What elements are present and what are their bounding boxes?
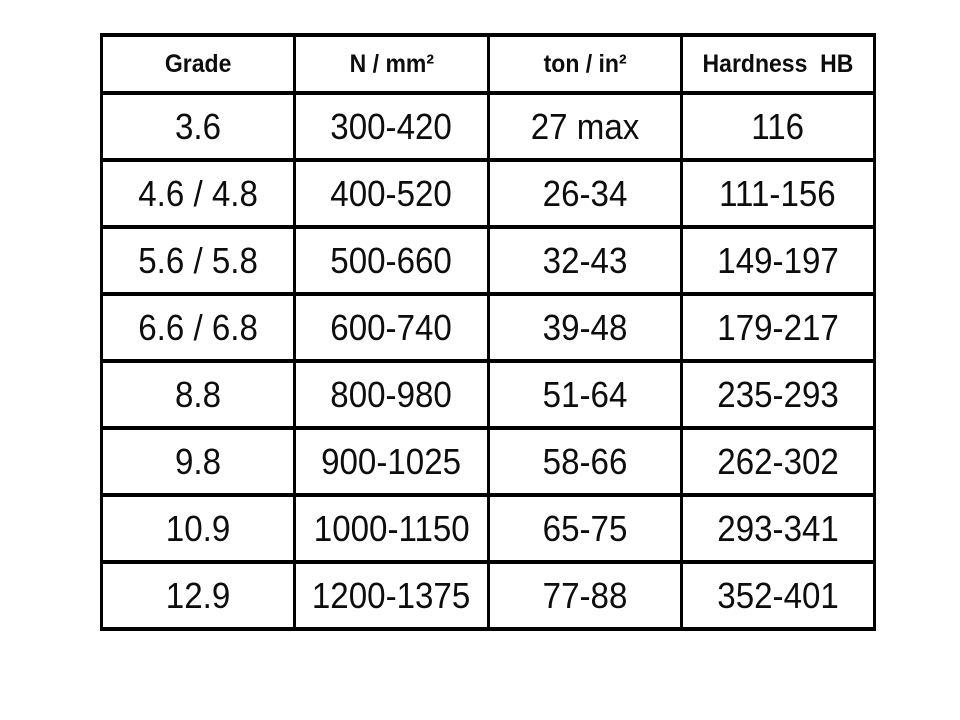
table-row: 4.6 / 4.8 400-520 26-34 111-156 — [99, 158, 877, 229]
cell-grade-value: 5.6 / 5.8 — [138, 239, 258, 281]
header-row: Grade N / mm² ton / in² Hardness HB — [99, 33, 877, 95]
cell-grade-value: 12.9 — [165, 574, 231, 616]
cell-ton-per-in2-value: 39-48 — [542, 306, 627, 348]
cell-n-per-mm2: 500-660 — [293, 225, 490, 296]
table-header: Grade N / mm² ton / in² Hardness HB — [99, 33, 877, 95]
cell-ton-per-in2: 77-88 — [486, 560, 683, 631]
cell-hardness-hb-value: 352-401 — [717, 574, 839, 616]
cell-ton-per-in2-value: 65-75 — [542, 507, 627, 549]
cell-hardness-hb: 179-217 — [679, 292, 877, 363]
cell-grade: 10.9 — [99, 493, 297, 564]
cell-ton-per-in2: 58-66 — [486, 426, 683, 497]
cell-ton-per-in2: 65-75 — [486, 493, 683, 564]
column-header-ton-per-in2: ton / in² — [486, 33, 683, 95]
cell-hardness-hb: 293-341 — [679, 493, 877, 564]
table-row: 6.6 / 6.8 600-740 39-48 179-217 — [99, 292, 877, 363]
cell-grade-value: 3.6 — [175, 105, 222, 147]
cell-n-per-mm2-value: 500-660 — [330, 239, 453, 281]
cell-n-per-mm2-value: 1200-1375 — [312, 574, 471, 616]
column-header-grade: Grade — [99, 33, 297, 95]
cell-grade: 9.8 — [99, 426, 297, 497]
cell-n-per-mm2-value: 300-420 — [330, 105, 453, 147]
cell-hardness-hb-value: 116 — [751, 105, 805, 147]
cell-ton-per-in2: 32-43 — [486, 225, 683, 296]
cell-grade-value: 6.6 / 6.8 — [138, 306, 258, 348]
cell-ton-per-in2-value: 27 max — [530, 105, 639, 147]
cell-n-per-mm2: 600-740 — [293, 292, 490, 363]
table-row: 10.9 1000-1150 65-75 293-341 — [99, 493, 877, 564]
cell-ton-per-in2: 39-48 — [486, 292, 683, 363]
bolt-grade-table: Grade N / mm² ton / in² Hardness HB 3.6 … — [99, 33, 877, 631]
cell-grade: 5.6 / 5.8 — [99, 225, 297, 296]
cell-n-per-mm2-value: 400-520 — [330, 172, 453, 214]
cell-ton-per-in2: 27 max — [486, 91, 683, 162]
cell-n-per-mm2: 400-520 — [293, 158, 490, 229]
cell-hardness-hb: 235-293 — [679, 359, 877, 430]
cell-ton-per-in2-value: 26-34 — [542, 172, 627, 214]
cell-n-per-mm2: 1000-1150 — [293, 493, 490, 564]
column-header-hardness-hb: Hardness HB — [679, 33, 877, 95]
table-row: 8.8 800-980 51-64 235-293 — [99, 359, 877, 430]
column-header-n-per-mm2: N / mm² — [293, 33, 490, 95]
cell-grade: 6.6 / 6.8 — [99, 292, 297, 363]
cell-hardness-hb: 116 — [679, 91, 877, 162]
table-row: 12.9 1200-1375 77-88 352-401 — [99, 560, 877, 631]
cell-ton-per-in2: 26-34 — [486, 158, 683, 229]
column-header-hardness-hb-label: Hardness HB — [702, 49, 854, 78]
cell-grade-value: 10.9 — [165, 507, 231, 549]
table-row: 3.6 300-420 27 max 116 — [99, 91, 877, 162]
cell-hardness-hb: 262-302 — [679, 426, 877, 497]
cell-n-per-mm2: 300-420 — [293, 91, 490, 162]
cell-hardness-hb: 111-156 — [679, 158, 877, 229]
cell-hardness-hb-value: 262-302 — [717, 440, 839, 482]
column-header-n-per-mm2-label: N / mm² — [349, 49, 434, 78]
cell-grade: 12.9 — [99, 560, 297, 631]
cell-n-per-mm2: 800-980 — [293, 359, 490, 430]
cell-grade: 8.8 — [99, 359, 297, 430]
cell-hardness-hb: 149-197 — [679, 225, 877, 296]
table-row: 9.8 900-1025 58-66 262-302 — [99, 426, 877, 497]
cell-ton-per-in2-value: 58-66 — [542, 440, 627, 482]
cell-n-per-mm2-value: 600-740 — [330, 306, 453, 348]
cell-ton-per-in2: 51-64 — [486, 359, 683, 430]
cell-n-per-mm2-value: 800-980 — [330, 373, 453, 415]
cell-hardness-hb: 352-401 — [679, 560, 877, 631]
cell-grade: 3.6 — [99, 91, 297, 162]
cell-hardness-hb-value: 293-341 — [717, 507, 839, 549]
table-row: 5.6 / 5.8 500-660 32-43 149-197 — [99, 225, 877, 296]
cell-grade-value: 8.8 — [175, 373, 222, 415]
cell-hardness-hb-value: 111-156 — [719, 172, 837, 214]
cell-ton-per-in2-value: 77-88 — [542, 574, 627, 616]
column-header-grade-label: Grade — [164, 49, 232, 78]
cell-grade-value: 4.6 / 4.8 — [138, 172, 258, 214]
table-body: 3.6 300-420 27 max 116 4.6 / 4.8 400-520… — [99, 91, 877, 631]
column-header-ton-per-in2-label: ton / in² — [543, 49, 627, 78]
cell-n-per-mm2: 1200-1375 — [293, 560, 490, 631]
cell-ton-per-in2-value: 32-43 — [542, 239, 627, 281]
cell-hardness-hb-value: 149-197 — [717, 239, 839, 281]
cell-ton-per-in2-value: 51-64 — [542, 373, 627, 415]
cell-n-per-mm2-value: 1000-1150 — [313, 507, 470, 549]
cell-n-per-mm2-value: 900-1025 — [321, 440, 462, 482]
cell-n-per-mm2: 900-1025 — [293, 426, 490, 497]
cell-hardness-hb-value: 235-293 — [717, 373, 839, 415]
cell-grade: 4.6 / 4.8 — [99, 158, 297, 229]
cell-hardness-hb-value: 179-217 — [717, 306, 839, 348]
cell-grade-value: 9.8 — [175, 440, 222, 482]
